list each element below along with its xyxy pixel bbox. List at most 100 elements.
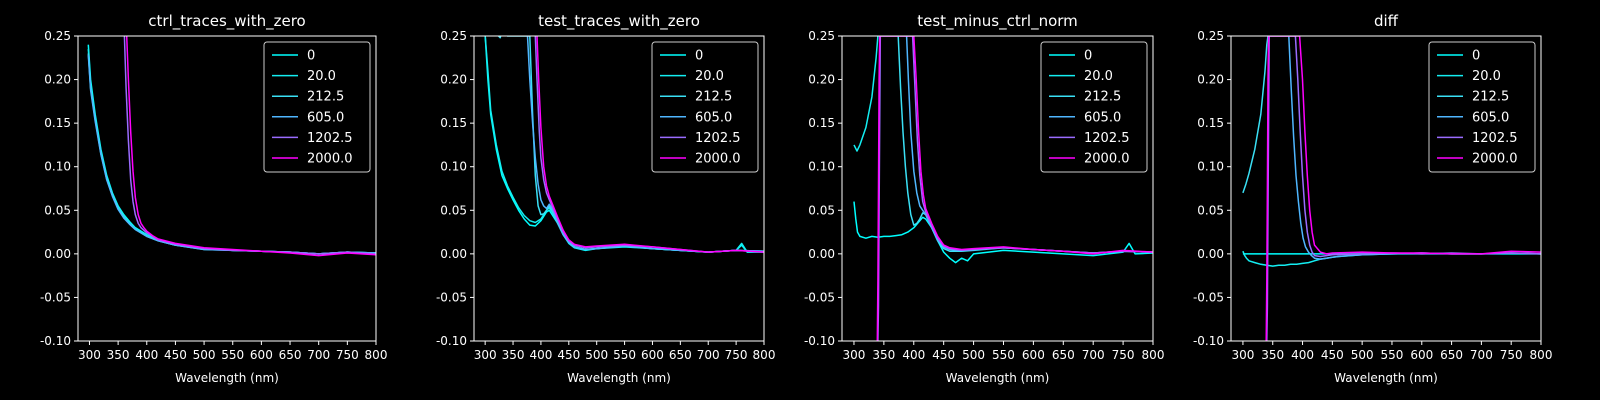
x-tick-label: 750 [1112, 348, 1135, 362]
series-line-2000.0 [876, 36, 1153, 341]
x-tick-label: 650 [1440, 348, 1463, 362]
legend-label: 2000.0 [695, 152, 741, 167]
x-tick-label: 800 [1142, 348, 1165, 362]
y-tick-label: 0.20 [1197, 73, 1224, 87]
chart-title: ctrl_traces_with_zero [148, 12, 305, 31]
legend-label: 1202.5 [1084, 131, 1130, 146]
y-tick-label: -0.10 [40, 334, 71, 348]
legend-label: 605.0 [1472, 110, 1509, 125]
chart-title: test_traces_with_zero [538, 12, 700, 31]
legend-label: 2000.0 [1472, 152, 1518, 167]
y-tick-label: 0.25 [808, 29, 835, 43]
legend-label: 2000.0 [1084, 152, 1130, 167]
legend: 0 20.0 212.5 605.0 1202.5 2000.0 [651, 41, 759, 173]
legend: 0 20.0 212.5 605.0 1202.5 2000.0 [1040, 41, 1148, 173]
x-tick-label: 300 [843, 348, 866, 362]
y-tick-label: 0.00 [440, 247, 467, 261]
series-line-2000.0 [536, 36, 764, 253]
y-tick-label: 0.10 [1197, 160, 1224, 174]
series-line-605.0 [526, 36, 764, 253]
y-tick-label: -0.05 [40, 290, 71, 304]
x-tick-label: 800 [1530, 348, 1553, 362]
plot-area [87, 36, 376, 257]
chart-panel-1: ctrl_traces_with_zero 300 350 400 450 500 550 6… [40, 12, 388, 385]
legend-label: 1202.5 [307, 131, 353, 146]
x-tick-label: 450 [557, 348, 580, 362]
y-tick-label: -0.05 [804, 290, 835, 304]
legend-label: 1202.5 [695, 131, 741, 146]
x-tick-label: 800 [365, 348, 388, 362]
x-tick-label: 400 [1291, 348, 1314, 362]
legend-label: 605.0 [307, 110, 344, 125]
y-tick-label: 0.20 [44, 73, 71, 87]
legend-box [1428, 41, 1536, 173]
series-line-1202.5 [877, 36, 1153, 341]
x-tick-label: 750 [336, 348, 359, 362]
legend-label: 20.0 [1084, 69, 1113, 84]
chart-panel-4: diff 300 350 400 450 500 550 600 650 700 750 800 -0.… [1193, 12, 1553, 385]
legend-label: 605.0 [1084, 110, 1121, 125]
y-tick-label: 0.05 [1197, 203, 1224, 217]
series-line-212.5 [1242, 36, 1270, 194]
legend: 0 20.0 212.5 605.0 1202.5 2000.0 [1428, 41, 1536, 173]
chart-panel-2: test_traces_with_zero 300 350 400 450 500 550 6… [436, 12, 776, 385]
x-tick-label: 350 [107, 348, 130, 362]
legend-label: 2000.0 [307, 152, 353, 167]
legend-box [1040, 41, 1148, 173]
legend-label: 212.5 [1472, 90, 1509, 105]
legend-label: 20.0 [695, 69, 724, 84]
x-tick-label: 450 [164, 348, 187, 362]
y-tick-label: 0.15 [808, 116, 835, 130]
y-tick-label: -0.10 [804, 334, 835, 348]
chart-panel-3: test_minus_ctrl_norm 300 350 400 450 500 550 60… [804, 12, 1165, 385]
series-line-20.0 [853, 36, 881, 152]
y-tick-label: 0.00 [1197, 247, 1224, 261]
x-tick-label: 500 [962, 348, 985, 362]
x-tick-label: 350 [1261, 348, 1284, 362]
x-tick-label: 600 [1410, 348, 1433, 362]
x-tick-label: 600 [1022, 348, 1045, 362]
legend-label: 212.5 [695, 90, 732, 105]
legend-label: 0 [695, 49, 703, 64]
x-axis-label: Wavelength (nm) [946, 371, 1050, 385]
series-line-2000.0 [125, 36, 376, 257]
x-tick-label: 600 [250, 348, 273, 362]
y-tick-label: 0.20 [440, 73, 467, 87]
x-tick-label: 800 [753, 348, 776, 362]
x-axis-label: Wavelength (nm) [1334, 371, 1438, 385]
x-tick-label: 550 [1381, 348, 1404, 362]
y-tick-label: 0.10 [808, 160, 835, 174]
x-tick-label: 650 [669, 348, 692, 362]
axes-frame [473, 35, 765, 342]
y-tick-label: 0.15 [440, 116, 467, 130]
x-axis-label: Wavelength (nm) [567, 371, 671, 385]
y-tick-label: 0.10 [44, 160, 71, 174]
y-tick-label: 0.05 [808, 203, 835, 217]
x-tick-label: 700 [307, 348, 330, 362]
x-tick-label: 350 [502, 348, 525, 362]
legend-box [651, 41, 759, 173]
y-tick-label: -0.05 [436, 290, 467, 304]
y-tick-label: 0.00 [44, 247, 71, 261]
legend-label: 0 [307, 49, 315, 64]
x-tick-label: 650 [1052, 348, 1075, 362]
y-tick-label: 0.10 [440, 160, 467, 174]
y-tick-label: 0.05 [44, 203, 71, 217]
plot-area [484, 36, 764, 253]
plot-area [853, 36, 1153, 341]
x-axis-label: Wavelength (nm) [175, 371, 279, 385]
y-tick-label: 0.15 [1197, 116, 1224, 130]
y-tick-label: 0.25 [44, 29, 71, 43]
axes-frame [1230, 35, 1542, 342]
x-tick-label: 350 [872, 348, 895, 362]
y-tick-label: 0.15 [44, 116, 71, 130]
x-tick-label: 300 [474, 348, 497, 362]
legend-label: 0 [1084, 49, 1092, 64]
x-tick-label: 300 [78, 348, 101, 362]
y-tick-label: 0.20 [808, 73, 835, 87]
y-tick-label: -0.05 [1193, 290, 1224, 304]
y-tick-label: 0.05 [440, 203, 467, 217]
legend-label: 212.5 [307, 90, 344, 105]
x-tick-label: 400 [902, 348, 925, 362]
